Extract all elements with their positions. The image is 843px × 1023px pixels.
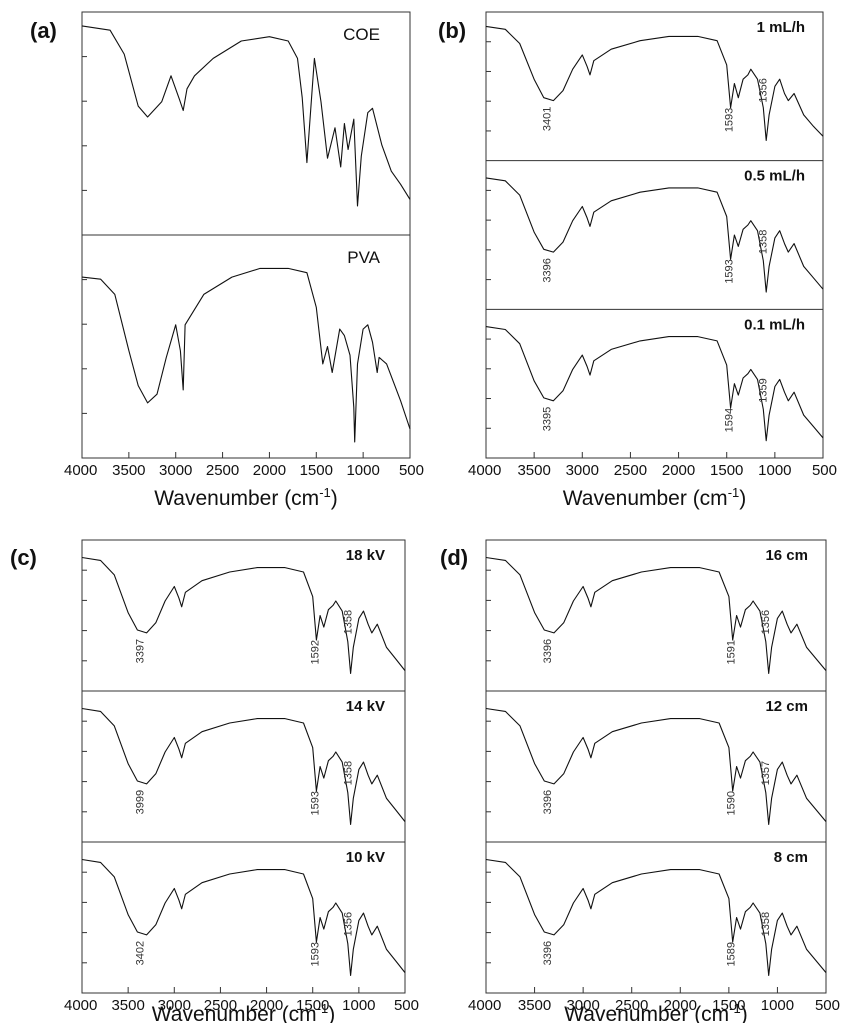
spectrum-line	[81, 267, 411, 443]
x-tick-label: 3500	[111, 997, 144, 1014]
peak-label: 1593	[724, 108, 736, 132]
peak-label: 1593	[309, 791, 321, 815]
series-label: 10 kV	[346, 849, 385, 866]
peak-label: 1358	[758, 230, 770, 254]
x-tick-label: 3500	[517, 462, 550, 479]
series-label: 0.5 mL/h	[744, 168, 805, 185]
spectrum-line	[485, 326, 824, 442]
peak-label: 1589	[726, 942, 738, 966]
peak-label: 1591	[726, 640, 738, 664]
x-tick-label: 1000	[761, 997, 794, 1014]
x-tick-label: 1000	[342, 997, 375, 1014]
peak-label: 3396	[542, 790, 554, 814]
peak-label: 3396	[542, 639, 554, 663]
spectrum-line	[485, 556, 827, 675]
x-tick-label: 3000	[158, 997, 191, 1014]
peak-label: 1593	[309, 942, 321, 966]
series-label: 16 cm	[765, 547, 808, 564]
x-tick-label: 2000	[664, 997, 697, 1014]
chart-panel-d: (d) 4000 3500 3000 2500 2000 1500 1000 500 Wavenu…	[440, 539, 840, 1023]
series-label: 0.1 mL/h	[744, 316, 805, 333]
series-label: 1 mL/h	[757, 19, 805, 36]
x-tick-label: 2500	[204, 997, 237, 1014]
peak-label: 3999	[135, 790, 147, 814]
x-tick-label: 4000	[64, 997, 97, 1014]
peak-label: 1358	[343, 761, 355, 785]
x-tick-label: 500	[394, 997, 419, 1014]
series-label: 14 kV	[346, 698, 385, 715]
spectrum-line	[485, 25, 824, 142]
spectrum-line	[81, 25, 411, 207]
x-tick-label: 4000	[468, 462, 501, 479]
peak-label: 3401	[541, 107, 553, 131]
x-tick-label: 3000	[566, 997, 599, 1014]
series-label: 18 kV	[346, 547, 385, 564]
panel-letter: (d)	[440, 545, 468, 570]
spectrum-line	[485, 177, 824, 293]
peak-label: 3396	[541, 258, 553, 282]
series-label: PVA	[347, 248, 380, 267]
peak-label: 1356	[758, 78, 770, 102]
x-axis-label: Wavenumber (cm-1)	[563, 485, 747, 510]
x-tick-label: 2000	[250, 997, 283, 1014]
plot-frame	[485, 539, 827, 994]
peak-label: 3402	[135, 941, 147, 965]
plot-frame	[485, 11, 824, 459]
x-axis-label: Wavenumber (cm-1)	[154, 485, 338, 510]
series-label: COE	[343, 25, 380, 44]
x-tick-label: 2000	[662, 462, 695, 479]
chart-panel-b: (b) 4000 3500 3000 2500 2000 1500 1000 500 Wavenu…	[438, 11, 837, 510]
panel-letter: (b)	[438, 18, 466, 43]
x-tick-label: 3000	[159, 462, 192, 479]
x-tick-label: 4000	[468, 997, 501, 1014]
x-tick-label: 1000	[346, 462, 379, 479]
x-tick-label: 1500	[300, 462, 333, 479]
peak-label: 1358	[343, 610, 355, 634]
x-tick-label: 2500	[206, 462, 239, 479]
panel-letter: (a)	[30, 18, 57, 43]
x-tick-label: 1000	[758, 462, 791, 479]
peak-label: 1358	[760, 912, 772, 936]
x-tick-label: 1500	[710, 462, 743, 479]
peak-label: 3396	[542, 941, 554, 965]
panel-letter: (c)	[10, 545, 37, 570]
peak-label: 1356	[760, 610, 772, 634]
x-tick-label: 3500	[112, 462, 145, 479]
peak-label: 1594	[724, 408, 736, 432]
x-tick-label: 2000	[253, 462, 286, 479]
peak-label: 3397	[135, 639, 147, 663]
x-tick-label: 500	[399, 462, 424, 479]
x-axis-label: Wavenumber (cm-1)	[152, 1001, 336, 1023]
series-label: 8 cm	[774, 849, 808, 866]
peak-label: 1359	[758, 378, 770, 402]
x-tick-label: 4000	[64, 462, 97, 479]
plot-frame	[81, 539, 406, 994]
x-tick-label: 1500	[296, 997, 329, 1014]
chart-panel-a: (a) 4000 3500 3000 2500 2000 1500 1000 500 Wavenu…	[30, 11, 424, 510]
spectrum-line	[81, 858, 406, 977]
x-tick-label: 1500	[712, 997, 745, 1014]
peak-label: 1357	[760, 761, 772, 785]
peak-label: 1356	[343, 912, 355, 936]
spectrum-line	[485, 858, 827, 977]
spectrum-line	[485, 707, 827, 826]
x-tick-label: 500	[815, 997, 840, 1014]
x-tick-label: 500	[812, 462, 837, 479]
x-axis-label: Wavenumber (cm-1)	[564, 1001, 748, 1023]
peak-label: 3395	[541, 407, 553, 431]
series-label: 12 cm	[765, 698, 808, 715]
spectrum-line	[81, 707, 406, 826]
x-tick-label: 3500	[518, 997, 551, 1014]
spectrum-line	[81, 556, 406, 675]
x-tick-label: 2500	[615, 997, 648, 1014]
peak-label: 1593	[724, 259, 736, 283]
chart-panel-c: (c) 4000 3500 3000 2500 2000 1500 1000 500 Wavenu…	[10, 539, 419, 1023]
x-tick-label: 3000	[566, 462, 599, 479]
peak-label: 1592	[309, 640, 321, 664]
peak-label: 1590	[726, 791, 738, 815]
x-tick-label: 2500	[614, 462, 647, 479]
